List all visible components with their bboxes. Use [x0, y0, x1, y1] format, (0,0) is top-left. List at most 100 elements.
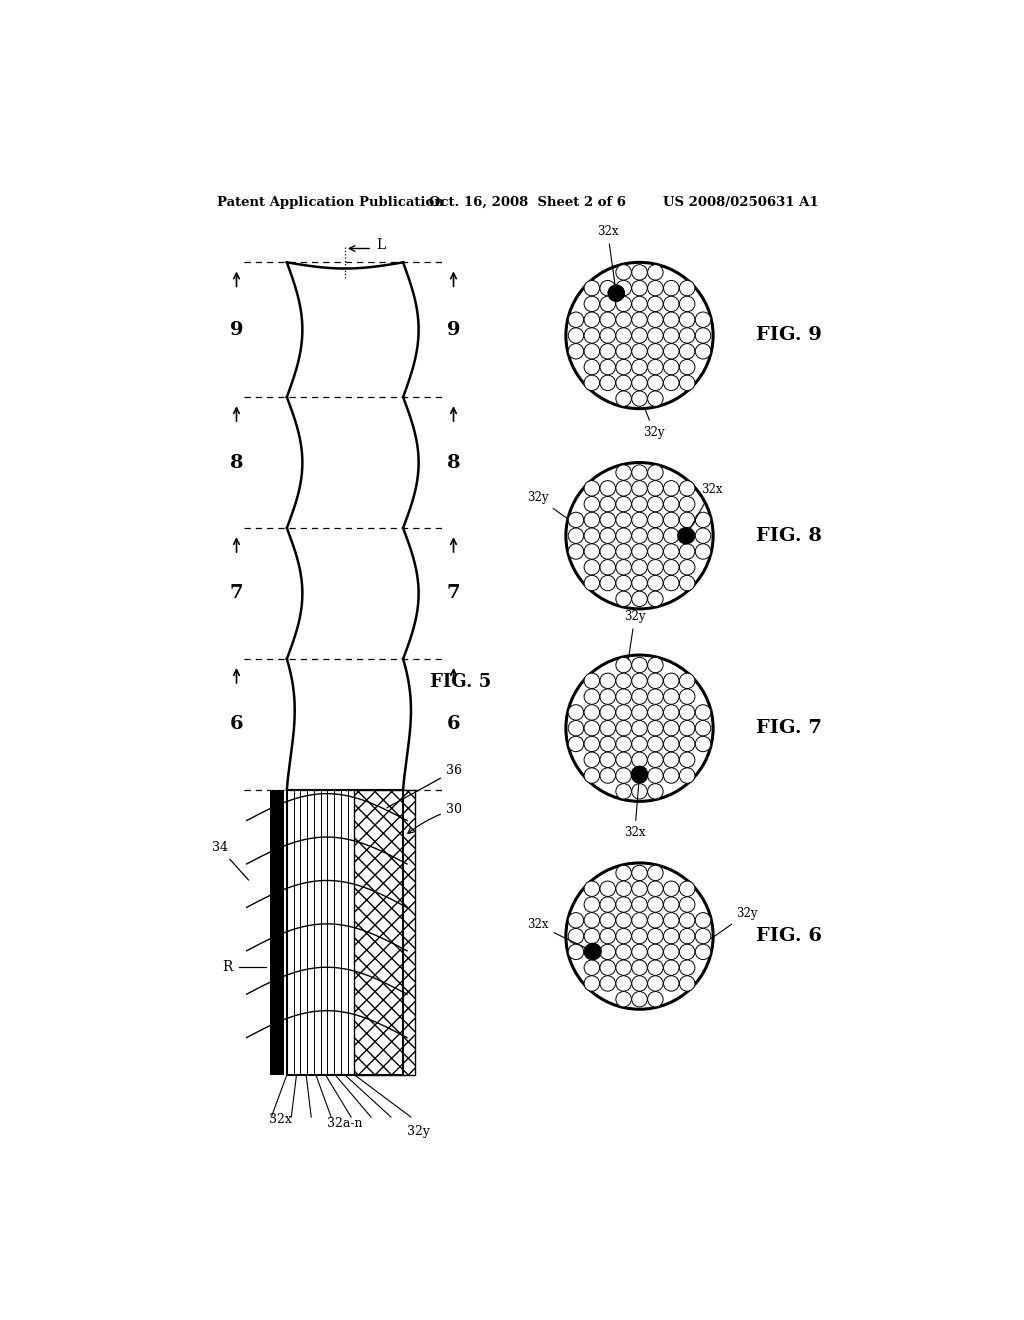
- Circle shape: [647, 296, 664, 312]
- Circle shape: [615, 591, 632, 607]
- Circle shape: [678, 528, 694, 544]
- Circle shape: [647, 928, 664, 944]
- Circle shape: [615, 480, 632, 496]
- Circle shape: [600, 721, 615, 737]
- Circle shape: [695, 928, 711, 944]
- Circle shape: [600, 544, 615, 560]
- Circle shape: [584, 737, 600, 751]
- Circle shape: [647, 896, 664, 912]
- Circle shape: [615, 866, 632, 880]
- Ellipse shape: [566, 462, 713, 609]
- Circle shape: [647, 591, 664, 607]
- Circle shape: [664, 496, 679, 512]
- Circle shape: [664, 975, 679, 991]
- Circle shape: [664, 896, 679, 912]
- Circle shape: [584, 768, 600, 783]
- Circle shape: [695, 912, 711, 928]
- Text: 32y: 32y: [643, 408, 665, 438]
- Circle shape: [568, 512, 584, 528]
- Circle shape: [664, 280, 679, 296]
- Circle shape: [632, 512, 647, 528]
- Circle shape: [679, 560, 695, 576]
- Text: 6: 6: [446, 715, 461, 734]
- Text: 32y: 32y: [527, 491, 567, 519]
- Circle shape: [568, 737, 584, 751]
- Circle shape: [615, 705, 632, 721]
- Circle shape: [632, 327, 647, 343]
- Circle shape: [695, 512, 711, 528]
- Circle shape: [600, 512, 615, 528]
- Circle shape: [600, 312, 615, 327]
- Circle shape: [615, 768, 632, 783]
- Circle shape: [632, 866, 647, 880]
- Circle shape: [584, 560, 600, 576]
- Circle shape: [647, 657, 664, 673]
- Circle shape: [568, 705, 584, 721]
- Circle shape: [600, 576, 615, 591]
- Circle shape: [568, 944, 584, 960]
- Circle shape: [647, 465, 664, 480]
- Circle shape: [695, 544, 711, 560]
- Circle shape: [584, 375, 600, 391]
- Circle shape: [615, 280, 632, 296]
- Circle shape: [647, 912, 664, 928]
- Text: US 2008/0250631 A1: US 2008/0250631 A1: [663, 195, 818, 209]
- Circle shape: [600, 560, 615, 576]
- Circle shape: [615, 752, 632, 767]
- Circle shape: [647, 496, 664, 512]
- Text: 8: 8: [229, 454, 244, 471]
- Circle shape: [679, 359, 695, 375]
- Text: 32x: 32x: [687, 483, 723, 533]
- Circle shape: [568, 343, 584, 359]
- Circle shape: [679, 375, 695, 391]
- Circle shape: [647, 880, 664, 896]
- Circle shape: [584, 896, 600, 912]
- Circle shape: [632, 896, 647, 912]
- Circle shape: [600, 296, 615, 312]
- Circle shape: [695, 312, 711, 327]
- Circle shape: [647, 866, 664, 880]
- Text: 32y: 32y: [624, 610, 645, 660]
- Circle shape: [615, 528, 632, 544]
- Text: Oct. 16, 2008  Sheet 2 of 6: Oct. 16, 2008 Sheet 2 of 6: [429, 195, 626, 209]
- Circle shape: [679, 312, 695, 327]
- Circle shape: [584, 752, 600, 767]
- Circle shape: [664, 705, 679, 721]
- Circle shape: [632, 480, 647, 496]
- Circle shape: [664, 960, 679, 975]
- Text: 32x: 32x: [269, 1113, 292, 1126]
- Circle shape: [632, 880, 647, 896]
- Circle shape: [664, 359, 679, 375]
- Circle shape: [679, 912, 695, 928]
- Circle shape: [664, 737, 679, 751]
- Circle shape: [664, 880, 679, 896]
- Circle shape: [584, 327, 600, 343]
- Circle shape: [632, 264, 647, 280]
- Circle shape: [664, 689, 679, 705]
- Circle shape: [615, 928, 632, 944]
- Circle shape: [679, 512, 695, 528]
- Circle shape: [615, 327, 632, 343]
- Circle shape: [600, 359, 615, 375]
- Circle shape: [615, 512, 632, 528]
- Circle shape: [584, 880, 600, 896]
- Circle shape: [647, 264, 664, 280]
- Circle shape: [664, 721, 679, 737]
- Circle shape: [600, 375, 615, 391]
- Circle shape: [647, 576, 664, 591]
- Circle shape: [600, 327, 615, 343]
- Circle shape: [615, 264, 632, 280]
- Circle shape: [615, 689, 632, 705]
- Circle shape: [584, 312, 600, 327]
- Text: R: R: [222, 960, 232, 974]
- Circle shape: [615, 784, 632, 799]
- Circle shape: [584, 280, 600, 296]
- Circle shape: [632, 375, 647, 391]
- Circle shape: [568, 312, 584, 327]
- Circle shape: [647, 280, 664, 296]
- Circle shape: [664, 528, 679, 544]
- Circle shape: [632, 343, 647, 359]
- Ellipse shape: [566, 863, 713, 1010]
- Circle shape: [568, 544, 584, 560]
- Text: 32y: 32y: [712, 907, 758, 939]
